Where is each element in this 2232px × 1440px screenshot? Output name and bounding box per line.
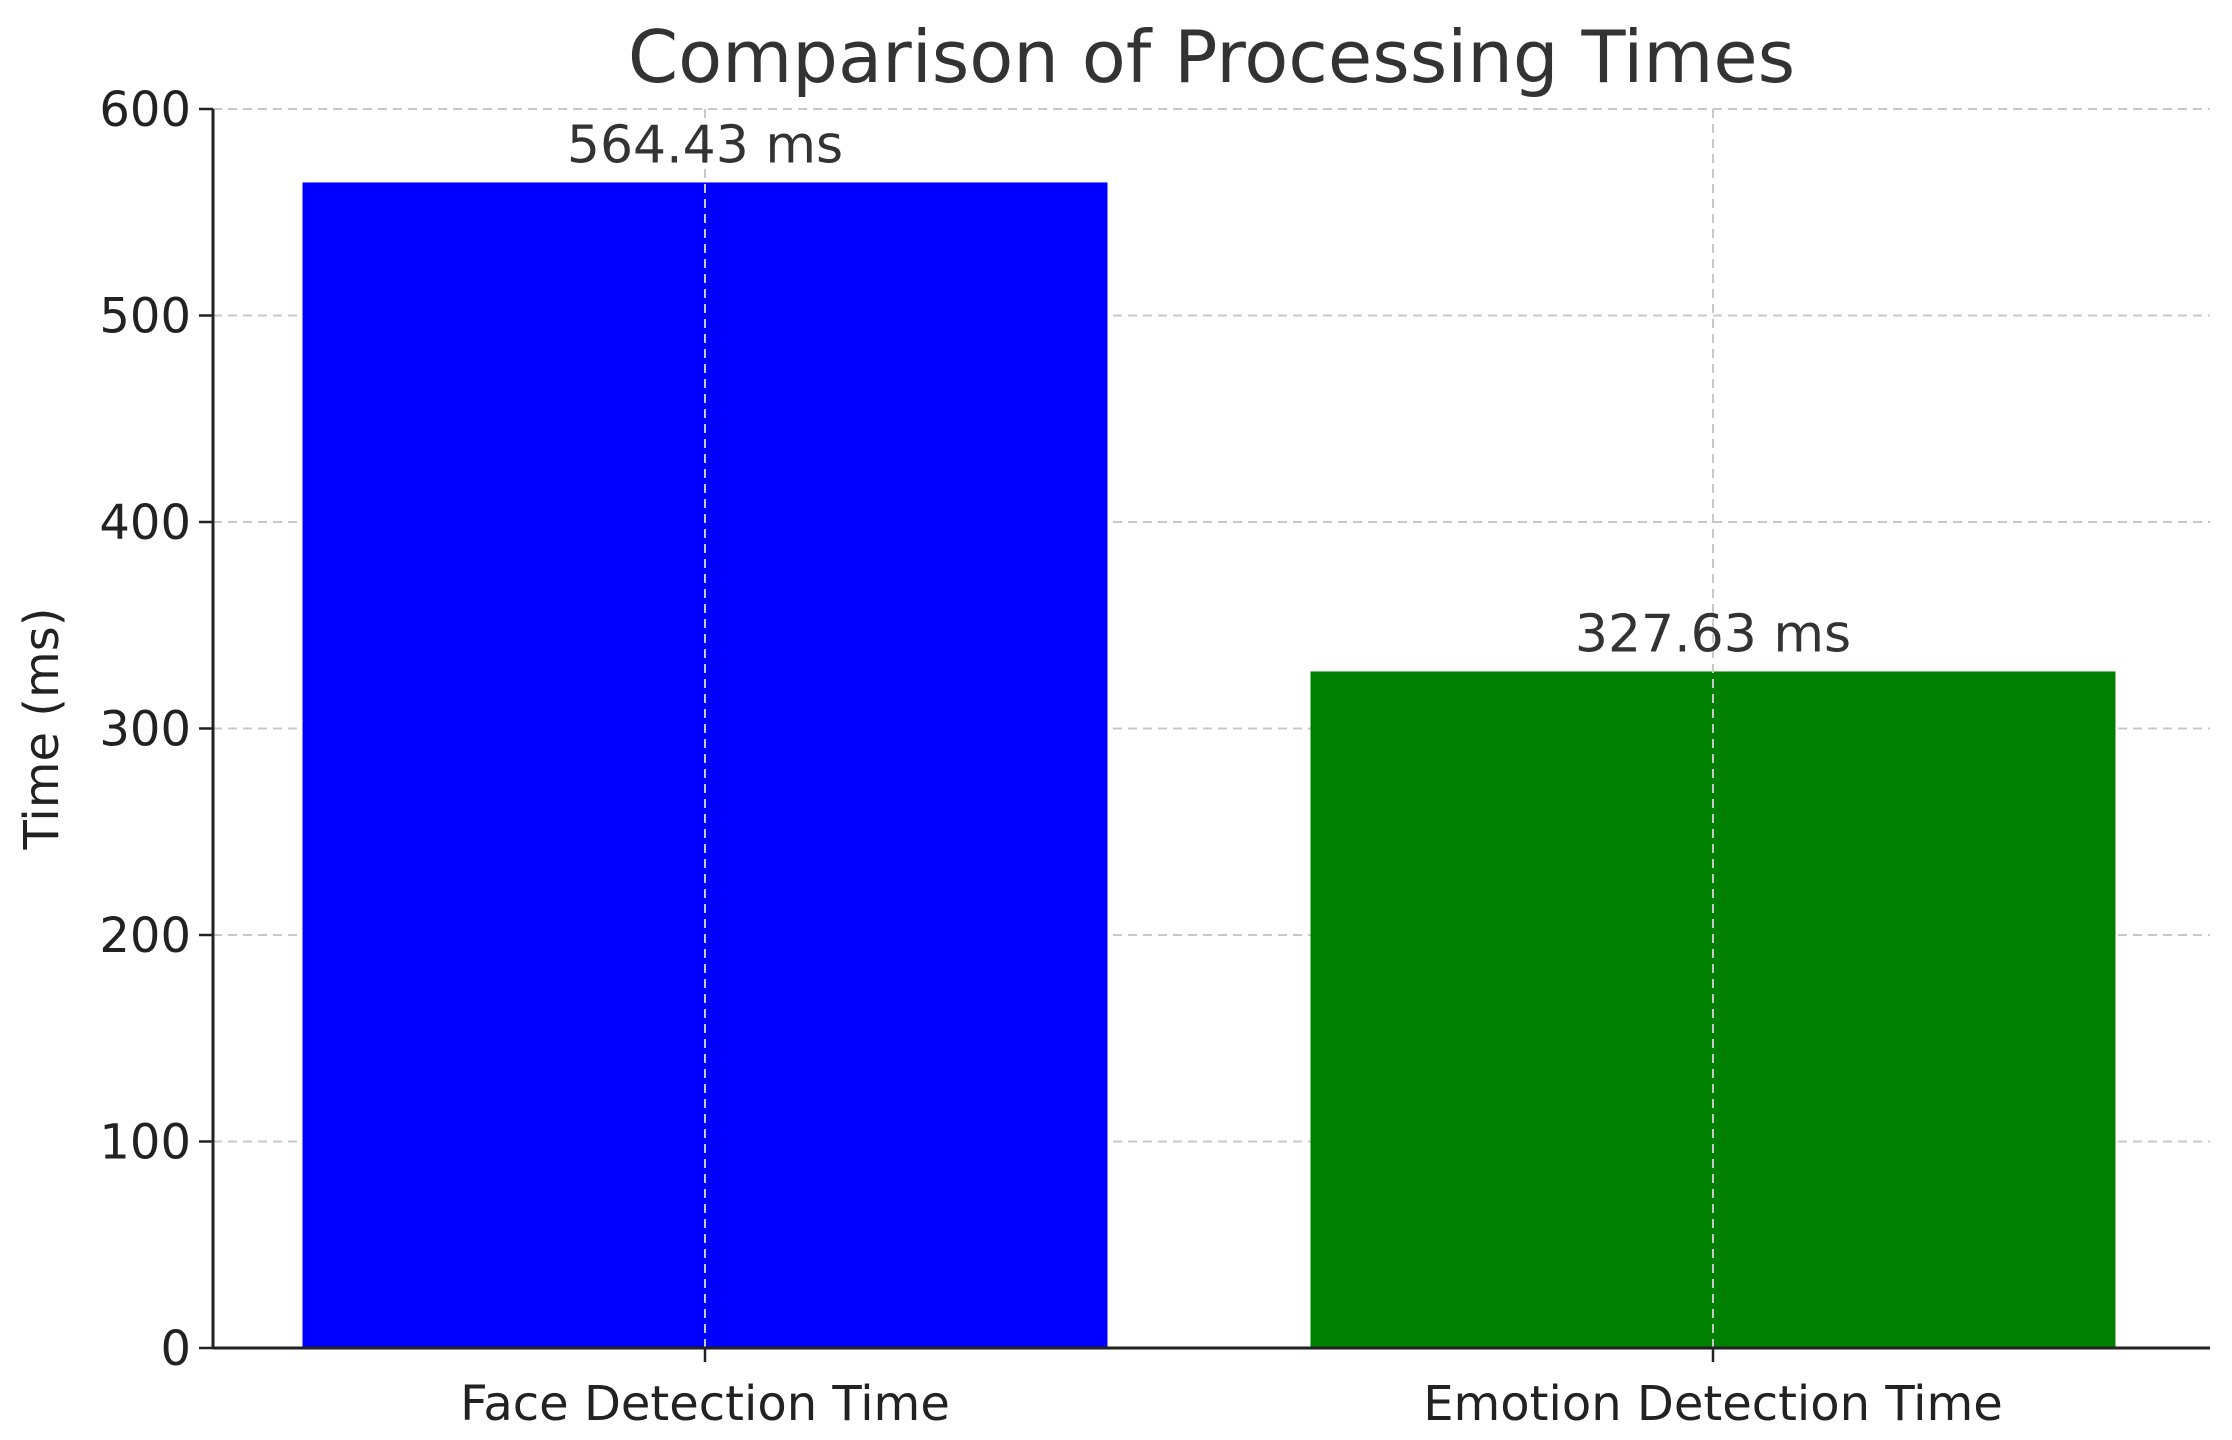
x-tick-label-1: Face Detection Time <box>460 1376 950 1432</box>
data-labels: 564.43 ms 327.63 ms <box>567 115 1851 664</box>
bar-face-detection-time <box>302 182 1108 1349</box>
y-tick-label-100: 100 <box>99 1115 191 1171</box>
y-tick-label-500: 500 <box>99 289 191 345</box>
chart-title: Comparison of Processing Times <box>628 15 1795 99</box>
x-ticks: Face Detection Time Emotion Detection Tim… <box>460 1348 2003 1432</box>
x-tick-label-2: Emotion Detection Time <box>1423 1376 2003 1432</box>
y-tick-label-0: 0 <box>160 1321 191 1377</box>
bar-value-label-1: 564.43 ms <box>567 115 843 175</box>
y-tick-label-600: 600 <box>99 82 191 138</box>
bars <box>302 182 2116 1349</box>
y-tick-label-400: 400 <box>99 495 191 551</box>
y-tick-label-300: 300 <box>99 702 191 758</box>
y-tick-label-200: 200 <box>99 908 191 964</box>
y-ticks: 0 100 200 300 400 500 600 <box>99 82 213 1377</box>
bar-value-label-2: 327.63 ms <box>1575 604 1851 664</box>
y-axis-label: Time (ms) <box>14 608 70 851</box>
vertical-grid-lines <box>704 109 1714 1348</box>
